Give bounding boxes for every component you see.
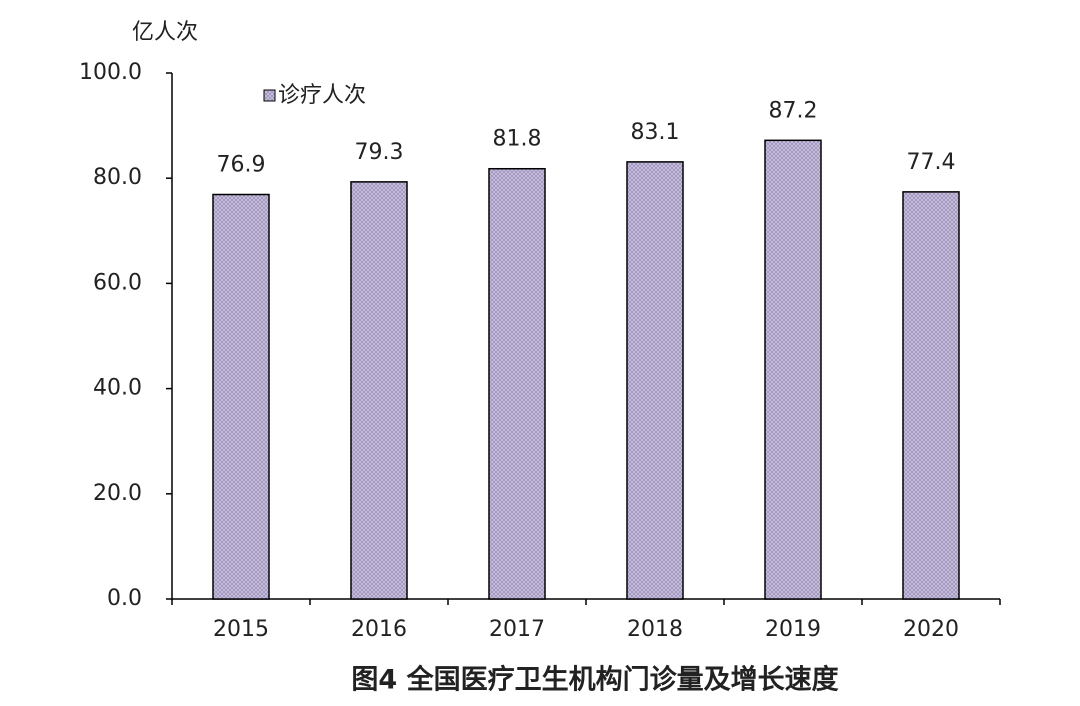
x-tick-label: 2015 <box>213 617 269 642</box>
y-tick-label: 100.0 <box>79 60 142 85</box>
bar <box>350 181 408 600</box>
value-label: 77.4 <box>907 150 956 175</box>
bar <box>212 193 270 600</box>
bar <box>488 167 546 600</box>
value-label: 83.1 <box>631 120 680 145</box>
bar <box>764 139 822 600</box>
chart-title: 图4 全国医疗卫生机构门诊量及增长速度 <box>351 664 838 696</box>
y-tick-label: 0.0 <box>107 586 142 611</box>
value-label: 81.8 <box>493 127 542 152</box>
y-axis-label: 亿人次 <box>132 20 198 45</box>
value-label: 87.2 <box>769 98 818 123</box>
value-label: 79.3 <box>355 140 404 165</box>
y-tick-label: 20.0 <box>93 481 142 506</box>
bar <box>626 161 684 600</box>
x-tick-label: 2016 <box>351 617 407 642</box>
y-tick-label: 60.0 <box>93 270 142 295</box>
legend-swatch <box>263 89 276 102</box>
legend-label: 诊疗人次 <box>278 83 366 108</box>
x-tick-label: 2020 <box>903 617 959 642</box>
x-tick-label: 2019 <box>765 617 821 642</box>
x-tick-label: 2018 <box>627 617 683 642</box>
y-tick-label: 80.0 <box>93 165 142 190</box>
value-label: 76.9 <box>217 153 266 178</box>
bar <box>902 191 960 600</box>
y-tick-label: 40.0 <box>93 376 142 401</box>
x-tick-label: 2017 <box>489 617 545 642</box>
